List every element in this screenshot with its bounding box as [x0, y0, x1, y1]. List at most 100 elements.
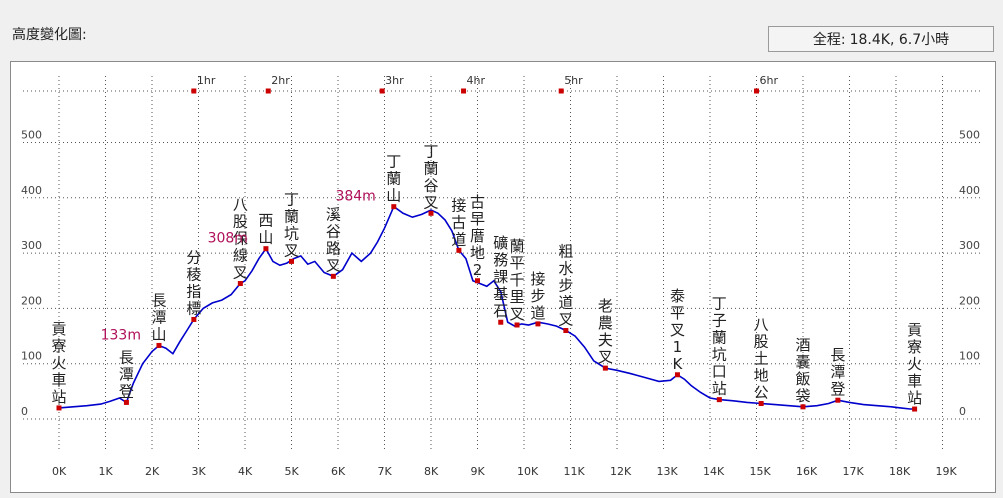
time-marker: [265, 88, 271, 94]
x-tick-label: 12K: [610, 465, 632, 478]
waypoint-marker: [191, 316, 197, 322]
waypoint-label: 溪谷路叉: [326, 205, 341, 274]
y-tick-label-left: 200: [21, 294, 42, 307]
waypoint-label: 八股保線叉: [233, 196, 248, 282]
y-tick-label-left: 300: [21, 239, 42, 252]
x-tick-label: 10K: [517, 465, 539, 478]
waypoint-label: 貢寮火車站: [51, 320, 66, 406]
waypoint-marker: [800, 404, 806, 410]
elevation-chart-frame: 貢寮火車站 長潭登 長潭山 分稜指標 八股保線叉 西山 丁蘭坑叉 溪谷路叉 丁蘭山 丁蘭谷叉 接古道…: [10, 61, 996, 493]
elevation-callout: 308m: [208, 231, 248, 247]
waypoint-marker: [535, 321, 541, 327]
page-title: 高度變化圖:: [12, 27, 87, 43]
y-tick-label-left: 0: [21, 405, 28, 418]
elevation-callout: 384m: [335, 189, 375, 205]
waypoint-label: 蘭平千里叉: [510, 237, 525, 323]
waypoint-marker: [237, 281, 243, 287]
waypoint-marker: [391, 204, 397, 210]
time-marker: [754, 88, 759, 94]
y-tick-label-right: 200: [959, 294, 980, 307]
waypoint-label: 西山: [258, 212, 273, 247]
waypoint-label: 長潭登: [830, 346, 845, 398]
waypoint-marker: [475, 278, 480, 284]
waypoint-label: 粗水步道叉: [558, 243, 573, 329]
waypoint-marker: [123, 399, 129, 405]
time-tick-label: 2hr: [271, 74, 290, 87]
waypoint-marker: [758, 401, 764, 407]
time-tick-label: 6hr: [760, 74, 779, 87]
waypoint-label: 礦務課基石: [493, 234, 508, 320]
summary-value: 18.4K, 6.7小時: [849, 32, 950, 48]
waypoint-marker: [912, 406, 918, 412]
waypoint-label: 八股土地公: [754, 316, 769, 402]
time-tick-label: 3hr: [385, 74, 404, 87]
waypoint-label: 酒囊飯袋: [795, 336, 810, 405]
y-tick-label-right: 500: [959, 129, 980, 142]
x-tick-label: 4K: [238, 465, 253, 478]
x-tick-label: 8K: [424, 465, 439, 478]
route-summary-box: 全程: 18.4K, 6.7小時: [768, 26, 994, 52]
waypoint-marker: [156, 342, 162, 348]
elevation-profile-line: [58, 205, 915, 410]
waypoint-marker: [602, 365, 608, 371]
waypoint-label: 老農夫叉: [598, 297, 613, 366]
waypoint-label: 長潭登: [119, 348, 134, 400]
waypoint-marker: [456, 247, 462, 253]
time-marker: [379, 88, 385, 94]
waypoint-marker: [289, 258, 294, 264]
y-tick-label-right: 100: [959, 350, 980, 363]
waypoint-marker: [498, 319, 504, 325]
x-tick-label: 1K: [99, 465, 114, 478]
y-tick-label-right: 400: [959, 184, 980, 197]
x-tick-label: 16K: [796, 465, 818, 478]
y-tick-label-left: 100: [21, 350, 42, 363]
waypoint-marker: [263, 246, 269, 252]
waypoint-label: 丁子蘭坑口站: [712, 295, 727, 398]
x-tick-label: 11K: [564, 465, 586, 478]
x-tick-label: 7K: [378, 465, 393, 478]
x-tick-label: 0K: [52, 465, 67, 478]
x-tick-label: 9K: [471, 465, 486, 478]
marker-layer: [56, 204, 918, 412]
grid-layer: [23, 76, 983, 452]
x-tick-label: 13K: [657, 465, 679, 478]
y-tick-label-right: 0: [959, 405, 966, 418]
waypoint-label: 接步道: [530, 270, 545, 322]
elevation-callout: 133m: [101, 327, 141, 343]
x-tick-label: 15K: [750, 465, 772, 478]
waypoint-marker: [716, 397, 722, 403]
waypoint-marker: [428, 210, 434, 216]
waypoint-label: 丁蘭坑叉: [284, 190, 299, 259]
x-tick-label: 6K: [331, 465, 346, 478]
waypoint-marker: [563, 328, 569, 334]
waypoint-label: 長潭山: [151, 291, 166, 343]
waypoint-label: 古早厝地 2: [470, 193, 485, 279]
time-marker: [461, 88, 467, 94]
y-tick-label-left: 500: [21, 129, 42, 142]
line-layer: [58, 205, 915, 410]
x-tick-label: 19K: [936, 465, 958, 478]
time-tick-label: 5hr: [564, 74, 583, 87]
x-tick-label: 5K: [285, 465, 300, 478]
waypoint-marker: [835, 397, 841, 403]
x-tick-label: 14K: [703, 465, 725, 478]
waypoint-label: 丁蘭山: [386, 153, 401, 205]
x-tick-label: 17K: [843, 465, 865, 478]
time-tick-label: 4hr: [467, 74, 486, 87]
summary-label: 全程:: [812, 32, 846, 48]
waypoint-marker: [330, 273, 336, 279]
x-tick-label: 18K: [889, 465, 911, 478]
waypoint-marker: [674, 372, 680, 378]
waypoint-label: 接古道: [451, 196, 466, 248]
y-tick-label-left: 400: [21, 184, 42, 197]
waypoint-label: 貢寮火車站: [907, 321, 922, 407]
waypoint-label: 丁蘭谷叉: [423, 142, 438, 211]
x-tick-label: 3K: [192, 465, 207, 478]
waypoint-marker: [514, 322, 520, 328]
time-marker: [558, 88, 564, 94]
time-tick-label: 1hr: [197, 74, 216, 87]
waypoint-label: 泰平叉 1 K: [670, 287, 685, 373]
waypoint-marker: [56, 405, 62, 411]
